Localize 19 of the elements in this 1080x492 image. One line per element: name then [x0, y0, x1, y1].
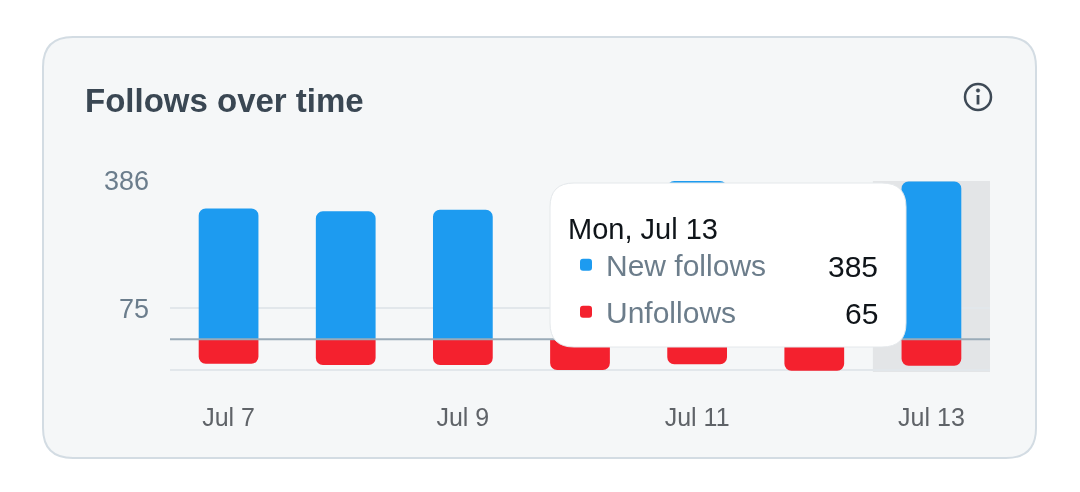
bar [315, 339, 376, 366]
y-tick-label: 386 [103, 166, 149, 197]
legend-label: Unfollows [606, 296, 737, 330]
annotation: 65 [845, 297, 879, 330]
x-tick-label: Jul 7 [202, 403, 255, 431]
legend-title: Mon, Jul 13 [568, 212, 718, 245]
bar [198, 339, 259, 364]
bar [315, 211, 376, 340]
x-tick-label: Jul 9 [436, 403, 490, 431]
bar [432, 209, 493, 340]
bar [198, 208, 259, 340]
legend-label: New follows [606, 249, 767, 283]
bar [901, 339, 962, 366]
annotation: 385 [828, 250, 879, 283]
x-tick-label: Jul 11 [664, 403, 730, 431]
y-tick-label: 75 [118, 293, 149, 324]
x-tick-label: Jul 13 [898, 403, 965, 431]
chart-title: Follows over time [85, 81, 364, 119]
bar [432, 339, 493, 366]
